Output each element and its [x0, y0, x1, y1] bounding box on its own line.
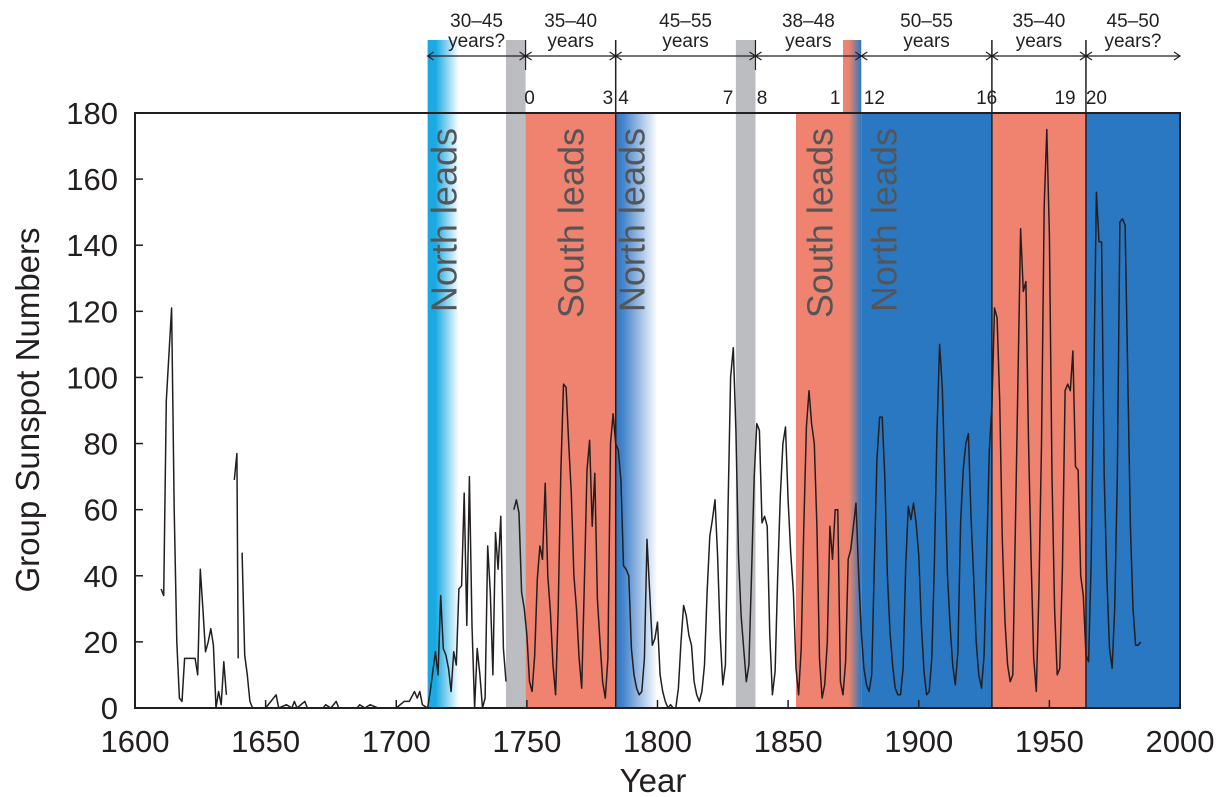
period-label: years: [785, 31, 831, 52]
arrow-head-left: [990, 51, 999, 61]
cycle-number: 0: [524, 88, 535, 109]
period-label: years: [1016, 31, 1062, 52]
sunspot-line-segment: [513, 128, 1142, 709]
y-tick-label: 140: [66, 228, 118, 263]
region-north: [861, 113, 992, 708]
region-transition: [735, 40, 756, 708]
sunspot-series: [160, 128, 1142, 709]
cycle-number: 20: [1086, 88, 1107, 109]
period-label: years?: [1104, 31, 1161, 52]
period-label: 35–40: [1013, 11, 1066, 32]
cycle-numbers: 0 3 4 7 8 1 12 16 19 20: [524, 88, 1107, 109]
period-label: 38–48: [782, 11, 835, 32]
x-tick-label: 1850: [754, 724, 823, 759]
period-annotations: 30–45years?35–40years45–55years38–48year…: [426, 11, 1182, 70]
lead-label: North leads: [424, 128, 465, 312]
cycle-dividers: [614, 40, 1087, 708]
sunspot-line-segment: [233, 452, 239, 659]
period-label: 45–55: [659, 11, 712, 32]
period-label: 35–40: [544, 11, 597, 32]
arrow-head-right: [1173, 51, 1182, 61]
period-label: years: [662, 31, 708, 52]
arrow-head-left: [1084, 51, 1093, 61]
x-tick-label: 1800: [623, 724, 692, 759]
axes: 1600 1650 1700 1750 1800 1850 1900 1950 2000 0 20 4…: [66, 96, 1214, 759]
y-axis-label: Group Sunspot Numbers: [9, 227, 46, 592]
sunspot-line-segment: [160, 307, 228, 709]
period-label: 50–55: [900, 11, 953, 32]
y-tick-label: 0: [101, 691, 118, 726]
cycle-number: 7: [723, 88, 734, 109]
lead-labels: North leads South leads North leads South l…: [424, 128, 905, 318]
region-north_fade_cyan: [427, 40, 459, 708]
x-axis-label: Year: [620, 762, 687, 797]
x-tick-label: 1950: [1015, 724, 1084, 759]
cycle-number: 19: [1054, 88, 1075, 109]
y-tick-label: 80: [84, 427, 118, 462]
region-transition: [505, 40, 526, 708]
y-tick-label: 60: [84, 493, 118, 528]
x-tick-label: 1600: [101, 724, 170, 759]
period-label: 30–45: [450, 11, 503, 32]
cycle-number: 3: [603, 88, 614, 109]
arrow-head-left: [614, 51, 623, 61]
lead-label: South leads: [799, 128, 840, 318]
y-tick-label: 40: [84, 559, 118, 594]
period-label: 45–50: [1107, 11, 1160, 32]
y-tick-label: 100: [66, 360, 118, 395]
region-south: [795, 113, 843, 708]
period-label: years?: [448, 31, 505, 52]
sunspot-line-segment: [241, 475, 507, 709]
y-tick-label: 180: [66, 96, 118, 131]
y-tick-label: 20: [84, 625, 118, 660]
period-label: years: [547, 31, 593, 52]
cycle-number: 1: [830, 88, 841, 109]
x-tick-label: 1650: [231, 724, 300, 759]
arrow-head-left: [860, 51, 868, 61]
arrow-head-left: [426, 51, 434, 61]
lead-label: North leads: [612, 128, 653, 312]
cycle-number: 12: [864, 88, 885, 109]
period-label: years: [903, 31, 949, 52]
y-tick-label: 160: [66, 162, 118, 197]
x-tick-label: 2000: [1146, 724, 1215, 759]
region-south: [525, 113, 616, 708]
x-tick-label: 1900: [884, 724, 953, 759]
y-tick-label: 120: [66, 294, 118, 329]
cycle-number: 8: [757, 88, 768, 109]
lead-label: South leads: [551, 128, 592, 318]
x-tick-label: 1700: [362, 724, 431, 759]
cycle-number: 4: [618, 88, 629, 109]
cycle-number: 16: [976, 88, 997, 109]
lead-label: North leads: [863, 128, 904, 312]
region-south_to_north_gradient: [842, 40, 862, 708]
x-tick-label: 1750: [492, 724, 561, 759]
